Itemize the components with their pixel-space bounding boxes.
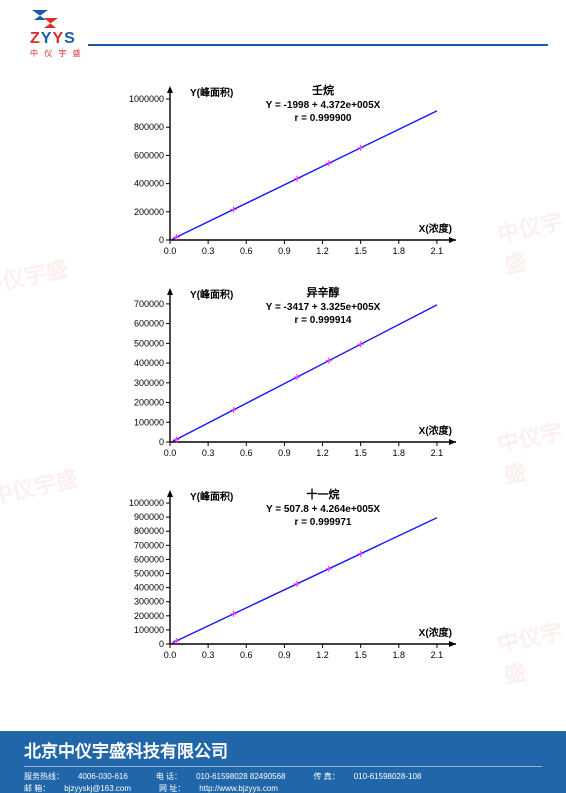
logo: ZYYS 中 仪 宇 盛 — [30, 8, 566, 59]
footer-contacts: 服务热线：4006-030-616 电 话：010-61598028 82490… — [24, 771, 542, 793]
svg-text:100000: 100000 — [134, 417, 164, 427]
chart-2: 0.0 0.3 0.6 0.9 1.2 1.5 1.8 2.1 0 100000 200000 300… — [98, 476, 468, 672]
svg-text:400000: 400000 — [134, 583, 164, 593]
chart-panel: 0.0 0.3 0.6 0.9 1.2 1.5 1.8 2.1 0 200000 400000 600… — [98, 72, 468, 268]
svg-text:X(浓度): X(浓度) — [419, 626, 452, 639]
svg-text:400000: 400000 — [134, 179, 164, 189]
charts-column: 0.0 0.3 0.6 0.9 1.2 1.5 1.8 2.1 0 200000 400000 600… — [0, 72, 566, 678]
svg-text:0.6: 0.6 — [240, 650, 253, 660]
svg-text:0: 0 — [159, 235, 164, 245]
footer-company-name: 北京中仪宇盛科技有限公司 — [24, 737, 542, 762]
svg-text:300000: 300000 — [134, 378, 164, 388]
svg-text:1000000: 1000000 — [129, 94, 164, 104]
svg-text:1.5: 1.5 — [354, 246, 367, 256]
svg-text:600000: 600000 — [134, 150, 164, 160]
svg-text:1.2: 1.2 — [316, 650, 329, 660]
svg-text:十一烷: 十一烷 — [307, 487, 340, 501]
svg-text:0.0: 0.0 — [164, 246, 177, 256]
svg-text:700000: 700000 — [134, 540, 164, 550]
svg-text:0.3: 0.3 — [202, 650, 215, 660]
svg-text:1.8: 1.8 — [393, 246, 406, 256]
svg-text:400000: 400000 — [134, 358, 164, 368]
svg-text:800000: 800000 — [134, 526, 164, 536]
svg-text:500000: 500000 — [134, 338, 164, 348]
svg-text:0.0: 0.0 — [164, 448, 177, 458]
logo-mark-icon — [30, 8, 60, 30]
svg-text:0.9: 0.9 — [278, 650, 291, 660]
svg-text:Y = -3417 + 3.325e+005X: Y = -3417 + 3.325e+005X — [266, 302, 381, 313]
svg-text:r = 0.999971: r = 0.999971 — [295, 517, 352, 528]
svg-text:X(浓度): X(浓度) — [419, 222, 452, 235]
header-rule — [88, 44, 548, 46]
svg-text:100000: 100000 — [134, 625, 164, 635]
svg-text:2.1: 2.1 — [431, 448, 444, 458]
svg-text:异辛醇: 异辛醇 — [307, 285, 340, 299]
chart-0: 0.0 0.3 0.6 0.9 1.2 1.5 1.8 2.1 0 200000 400000 600… — [98, 72, 468, 268]
svg-text:r = 0.999914: r = 0.999914 — [295, 315, 352, 326]
footer-email: 邮 箱：bjzyyskj@163.com — [24, 783, 145, 793]
footer-web: 网 址：http://www.bjzyys.com — [159, 783, 292, 793]
svg-text:0.6: 0.6 — [240, 246, 253, 256]
svg-text:Y(峰面积): Y(峰面积) — [190, 490, 233, 503]
svg-text:200000: 200000 — [134, 398, 164, 408]
svg-text:X(浓度): X(浓度) — [419, 424, 452, 437]
svg-text:1000000: 1000000 — [129, 498, 164, 508]
svg-text:r = 0.999900: r = 0.999900 — [295, 113, 352, 124]
footer-fax: 传 真：010-61598028-108 — [313, 771, 435, 783]
svg-text:Y = -1998 + 4.372e+005X: Y = -1998 + 4.372e+005X — [266, 100, 381, 111]
svg-text:0.9: 0.9 — [278, 246, 291, 256]
svg-text:Y = 507.8 + 4.264e+005X: Y = 507.8 + 4.264e+005X — [266, 504, 380, 515]
svg-text:0: 0 — [159, 639, 164, 649]
svg-text:600000: 600000 — [134, 319, 164, 329]
footer-divider — [24, 766, 542, 767]
chart-panel: 0.0 0.3 0.6 0.9 1.2 1.5 1.8 2.1 0 100000 200000 300… — [98, 476, 468, 672]
svg-text:200000: 200000 — [134, 611, 164, 621]
svg-text:0.3: 0.3 — [202, 448, 215, 458]
svg-text:Y(峰面积): Y(峰面积) — [190, 86, 233, 99]
svg-text:300000: 300000 — [134, 597, 164, 607]
svg-text:1.8: 1.8 — [393, 448, 406, 458]
svg-text:2.1: 2.1 — [431, 650, 444, 660]
svg-text:200000: 200000 — [134, 207, 164, 217]
svg-text:0: 0 — [159, 437, 164, 447]
chart-1: 0.0 0.3 0.6 0.9 1.2 1.5 1.8 2.1 0 100000 200000 300… — [98, 274, 468, 470]
svg-text:1.2: 1.2 — [316, 246, 329, 256]
svg-text:Y(峰面积): Y(峰面积) — [190, 288, 233, 301]
svg-text:900000: 900000 — [134, 512, 164, 522]
svg-text:壬烷: 壬烷 — [312, 83, 334, 97]
chart-panel: 0.0 0.3 0.6 0.9 1.2 1.5 1.8 2.1 0 100000 200000 300… — [98, 274, 468, 470]
logo-wordmark: ZYYS — [30, 30, 76, 48]
svg-text:0.6: 0.6 — [240, 448, 253, 458]
svg-text:800000: 800000 — [134, 122, 164, 132]
page-footer: 北京中仪宇盛科技有限公司 服务热线：4006-030-616 电 话：010-6… — [0, 731, 566, 793]
svg-text:600000: 600000 — [134, 554, 164, 564]
svg-text:0.3: 0.3 — [202, 246, 215, 256]
logo-subtitle: 中 仪 宇 盛 — [30, 48, 83, 59]
svg-text:700000: 700000 — [134, 299, 164, 309]
svg-text:2.1: 2.1 — [431, 246, 444, 256]
svg-text:0.9: 0.9 — [278, 448, 291, 458]
svg-text:500000: 500000 — [134, 569, 164, 579]
page-header: ZYYS 中 仪 宇 盛 — [0, 0, 566, 66]
svg-text:1.5: 1.5 — [354, 650, 367, 660]
document-page: 中仪宇盛 中仪宇盛 中仪宇盛 中仪宇盛 中仪宇盛 ZYYS 中 仪 宇 盛 0.… — [0, 0, 566, 793]
svg-text:1.8: 1.8 — [393, 650, 406, 660]
footer-hotline: 服务热线：4006-030-616 — [24, 771, 142, 783]
footer-phone: 电 话：010-61598028 82490568 — [156, 771, 300, 783]
svg-text:1.2: 1.2 — [316, 448, 329, 458]
svg-text:1.5: 1.5 — [354, 448, 367, 458]
svg-text:0.0: 0.0 — [164, 650, 177, 660]
